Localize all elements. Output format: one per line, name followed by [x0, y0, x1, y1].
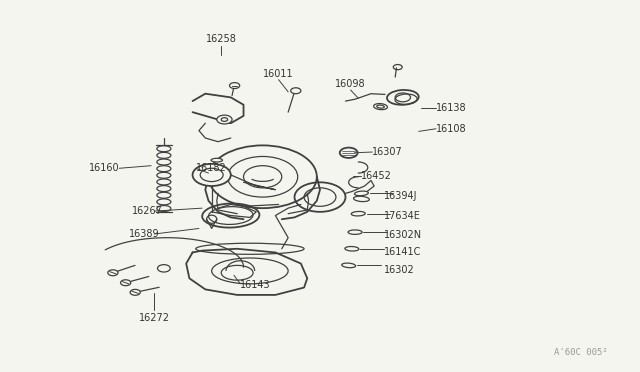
- Text: 16160: 16160: [90, 163, 120, 173]
- Text: 16267: 16267: [132, 206, 163, 216]
- Text: 16138: 16138: [436, 103, 467, 113]
- Text: 16389: 16389: [129, 229, 159, 239]
- Text: 16302: 16302: [384, 265, 415, 275]
- Ellipse shape: [351, 211, 365, 216]
- Text: A'60C 005²: A'60C 005²: [554, 348, 608, 357]
- Text: 16452: 16452: [362, 171, 392, 181]
- Circle shape: [108, 270, 118, 276]
- Text: 16302N: 16302N: [384, 230, 422, 240]
- Circle shape: [230, 83, 240, 89]
- Ellipse shape: [374, 103, 387, 110]
- Circle shape: [217, 115, 232, 124]
- Text: 16272: 16272: [139, 313, 170, 323]
- Text: 16182: 16182: [196, 163, 227, 173]
- Circle shape: [291, 88, 301, 94]
- Text: 16394J: 16394J: [384, 191, 417, 201]
- Text: 16011: 16011: [263, 69, 294, 79]
- Circle shape: [120, 280, 131, 286]
- Text: 16258: 16258: [206, 34, 237, 44]
- Ellipse shape: [387, 90, 419, 105]
- Circle shape: [193, 164, 231, 186]
- Ellipse shape: [211, 158, 223, 162]
- Text: 16307: 16307: [372, 147, 403, 157]
- Circle shape: [130, 289, 140, 295]
- Text: 16108: 16108: [436, 124, 467, 134]
- Ellipse shape: [348, 230, 362, 234]
- Text: 16141C: 16141C: [384, 247, 421, 257]
- Ellipse shape: [342, 263, 356, 268]
- Text: 17634E: 17634E: [384, 211, 420, 221]
- Ellipse shape: [345, 247, 359, 251]
- Text: 16098: 16098: [335, 79, 366, 89]
- Ellipse shape: [355, 191, 369, 196]
- Circle shape: [340, 148, 358, 158]
- Text: 16143: 16143: [241, 280, 271, 290]
